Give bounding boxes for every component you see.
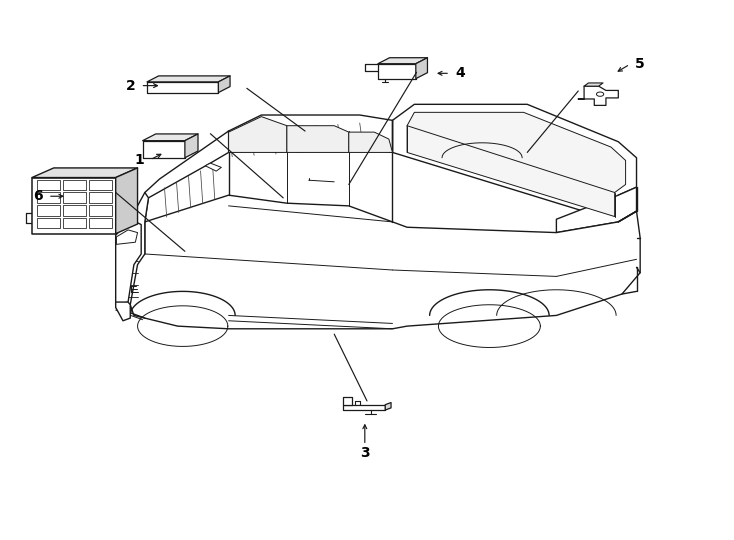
Polygon shape (130, 195, 640, 329)
Bar (89, 218, 112, 228)
Polygon shape (407, 112, 625, 217)
Text: 2: 2 (126, 79, 135, 93)
Text: 1: 1 (135, 153, 145, 167)
Bar (63, 192, 86, 203)
Polygon shape (147, 82, 219, 92)
Bar (37, 180, 60, 190)
Ellipse shape (597, 92, 604, 96)
Polygon shape (147, 76, 230, 82)
Polygon shape (378, 64, 415, 79)
Polygon shape (211, 115, 393, 152)
Polygon shape (142, 140, 185, 158)
Text: 3: 3 (360, 446, 370, 460)
Polygon shape (117, 230, 137, 244)
Polygon shape (116, 302, 130, 321)
Text: 5: 5 (636, 57, 645, 71)
Polygon shape (116, 219, 141, 305)
Text: 4: 4 (455, 66, 465, 80)
Polygon shape (378, 58, 427, 64)
Polygon shape (584, 83, 603, 86)
Polygon shape (206, 163, 222, 171)
Polygon shape (32, 178, 116, 234)
Polygon shape (343, 397, 352, 404)
Bar (37, 218, 60, 228)
Polygon shape (349, 132, 393, 152)
Bar (63, 205, 86, 215)
Polygon shape (578, 86, 618, 105)
Bar (37, 205, 60, 215)
Polygon shape (415, 58, 427, 79)
Text: 6: 6 (33, 189, 43, 203)
Polygon shape (343, 404, 385, 410)
Bar (89, 192, 112, 203)
Polygon shape (185, 134, 198, 158)
Bar (63, 218, 86, 228)
Polygon shape (287, 126, 349, 152)
Polygon shape (142, 134, 198, 140)
Polygon shape (145, 131, 228, 222)
Polygon shape (116, 192, 148, 307)
Bar (89, 180, 112, 190)
Polygon shape (219, 76, 230, 92)
Polygon shape (556, 187, 636, 233)
Polygon shape (228, 117, 287, 152)
Bar (89, 205, 112, 215)
Bar (37, 192, 60, 203)
Polygon shape (116, 168, 137, 234)
Polygon shape (385, 402, 391, 410)
Polygon shape (32, 168, 137, 178)
Polygon shape (393, 104, 636, 222)
Bar (63, 180, 86, 190)
